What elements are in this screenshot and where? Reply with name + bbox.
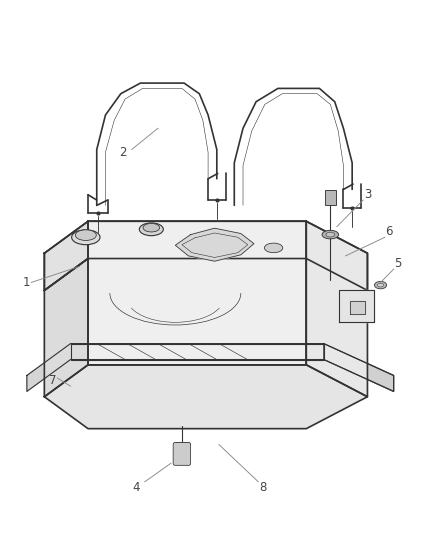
Polygon shape xyxy=(71,344,324,360)
Polygon shape xyxy=(324,344,394,391)
Ellipse shape xyxy=(378,283,384,287)
Polygon shape xyxy=(175,228,254,261)
Polygon shape xyxy=(44,365,367,429)
Text: 2: 2 xyxy=(119,146,127,159)
Polygon shape xyxy=(350,301,365,314)
Polygon shape xyxy=(88,221,306,365)
Polygon shape xyxy=(339,290,374,322)
FancyBboxPatch shape xyxy=(176,442,188,448)
FancyBboxPatch shape xyxy=(325,190,336,205)
Ellipse shape xyxy=(75,230,96,240)
Polygon shape xyxy=(44,221,367,290)
Polygon shape xyxy=(27,344,394,391)
Ellipse shape xyxy=(326,232,335,237)
Text: 4: 4 xyxy=(132,481,140,494)
Polygon shape xyxy=(44,221,88,290)
Ellipse shape xyxy=(143,223,159,232)
Ellipse shape xyxy=(265,243,283,253)
Text: 1: 1 xyxy=(23,276,31,289)
Text: 6: 6 xyxy=(385,225,393,238)
Polygon shape xyxy=(44,259,88,397)
Text: 5: 5 xyxy=(394,257,402,270)
FancyBboxPatch shape xyxy=(173,442,191,465)
Text: 7: 7 xyxy=(49,374,57,387)
Ellipse shape xyxy=(374,281,387,289)
Text: 3: 3 xyxy=(364,188,371,201)
Polygon shape xyxy=(306,221,367,397)
Ellipse shape xyxy=(139,223,163,236)
Ellipse shape xyxy=(72,230,100,245)
Text: 8: 8 xyxy=(259,481,266,494)
Ellipse shape xyxy=(322,230,339,239)
